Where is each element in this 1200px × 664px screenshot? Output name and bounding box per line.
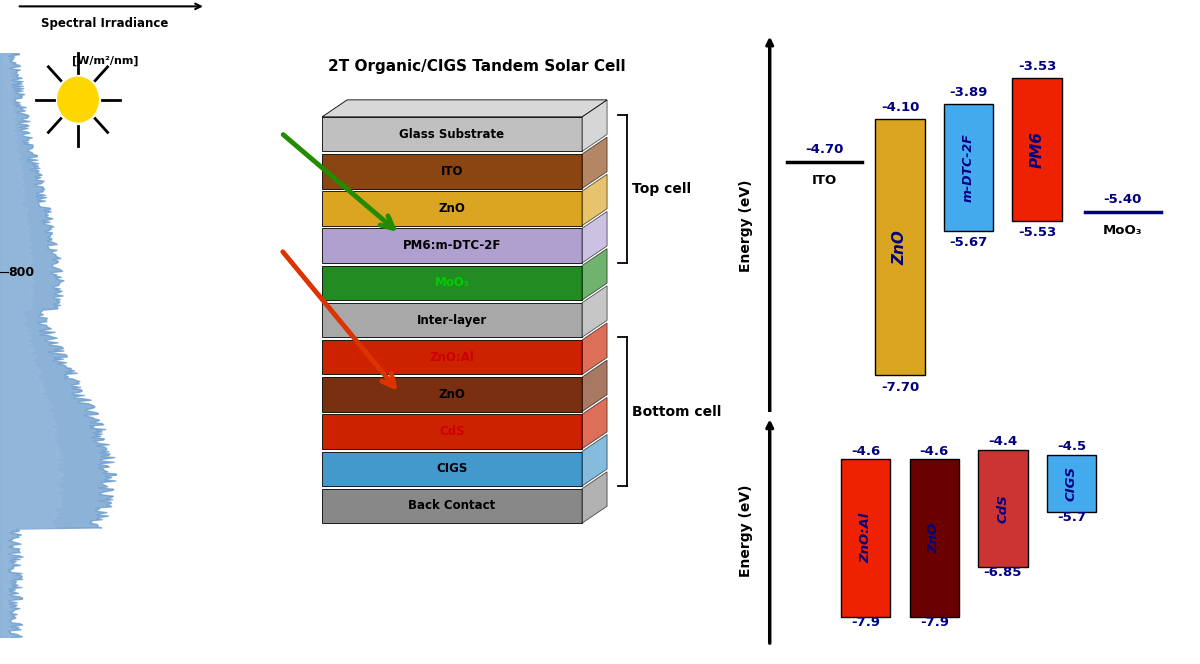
Polygon shape <box>582 434 607 486</box>
Y-axis label: Energy (eV): Energy (eV) <box>739 485 754 578</box>
Text: ZnO:Al: ZnO:Al <box>430 351 474 364</box>
Polygon shape <box>582 174 607 226</box>
Bar <box>322 266 582 300</box>
Text: Inter-layer: Inter-layer <box>416 313 487 327</box>
Text: ZnO: ZnO <box>439 388 466 401</box>
Text: CdS: CdS <box>996 494 1009 523</box>
Bar <box>1046 455 1096 512</box>
Text: -4.10: -4.10 <box>881 100 919 114</box>
Text: MoO₃: MoO₃ <box>434 276 469 290</box>
Text: [W/m²/nm]: [W/m²/nm] <box>72 56 138 66</box>
Polygon shape <box>582 360 607 412</box>
Text: -4.4: -4.4 <box>989 435 1018 448</box>
Text: CIGS: CIGS <box>1064 466 1078 501</box>
Text: -7.9: -7.9 <box>851 616 881 629</box>
Polygon shape <box>582 137 607 189</box>
Text: -5.53: -5.53 <box>1018 226 1056 240</box>
Text: -5.7: -5.7 <box>1057 511 1086 524</box>
Text: ITO: ITO <box>440 165 463 178</box>
Polygon shape <box>582 211 607 263</box>
Polygon shape <box>582 286 607 337</box>
Text: -7.9: -7.9 <box>919 616 949 629</box>
Text: Glass Substrate: Glass Substrate <box>400 127 505 141</box>
Text: -4.6: -4.6 <box>919 445 949 457</box>
Bar <box>1013 78 1062 220</box>
Bar <box>944 104 994 231</box>
Text: 800: 800 <box>8 266 35 279</box>
Polygon shape <box>582 397 607 449</box>
Bar <box>910 459 959 618</box>
Text: -5.40: -5.40 <box>1104 193 1142 206</box>
Bar <box>322 340 582 374</box>
Text: Spectral Irradiance: Spectral Irradiance <box>41 17 169 30</box>
Polygon shape <box>582 100 607 151</box>
Y-axis label: Energy (eV): Energy (eV) <box>739 179 754 272</box>
Text: PM6: PM6 <box>1030 131 1045 168</box>
Polygon shape <box>582 471 607 523</box>
Bar <box>841 459 890 618</box>
Polygon shape <box>582 323 607 374</box>
Text: m-DTC-2F: m-DTC-2F <box>962 133 976 202</box>
Text: -3.89: -3.89 <box>949 86 988 98</box>
Bar <box>322 117 582 151</box>
Text: ZnO: ZnO <box>439 202 466 215</box>
Text: ZnO: ZnO <box>893 230 907 264</box>
Text: -3.53: -3.53 <box>1018 60 1056 73</box>
Text: 2T Organic/CIGS Tandem Solar Cell: 2T Organic/CIGS Tandem Solar Cell <box>329 59 626 74</box>
Bar <box>322 489 582 523</box>
Text: Bottom cell: Bottom cell <box>632 404 721 419</box>
Text: Top cell: Top cell <box>632 182 691 196</box>
Text: ITO: ITO <box>812 175 838 187</box>
Bar <box>978 450 1027 567</box>
Bar <box>875 119 925 375</box>
Text: CIGS: CIGS <box>437 462 468 475</box>
Text: -5.67: -5.67 <box>949 236 988 250</box>
Bar <box>322 154 582 189</box>
Text: CdS: CdS <box>439 425 464 438</box>
Circle shape <box>58 77 98 122</box>
Polygon shape <box>322 100 607 117</box>
Bar <box>322 228 582 263</box>
Text: ZnO: ZnO <box>928 523 941 554</box>
Text: ZnO:Al: ZnO:Al <box>859 513 872 564</box>
Text: -4.5: -4.5 <box>1057 440 1086 453</box>
Text: MoO₃: MoO₃ <box>1103 224 1142 237</box>
Text: Back Contact: Back Contact <box>408 499 496 513</box>
Text: -4.6: -4.6 <box>851 445 881 457</box>
Text: -6.85: -6.85 <box>984 566 1022 578</box>
Bar <box>322 191 582 226</box>
Text: -4.70: -4.70 <box>805 143 844 156</box>
Bar <box>322 452 582 486</box>
Polygon shape <box>582 248 607 300</box>
Bar <box>322 303 582 337</box>
Bar <box>322 414 582 449</box>
Bar <box>322 377 582 412</box>
Text: -7.70: -7.70 <box>881 381 919 394</box>
Text: PM6:m-DTC-2F: PM6:m-DTC-2F <box>403 239 502 252</box>
